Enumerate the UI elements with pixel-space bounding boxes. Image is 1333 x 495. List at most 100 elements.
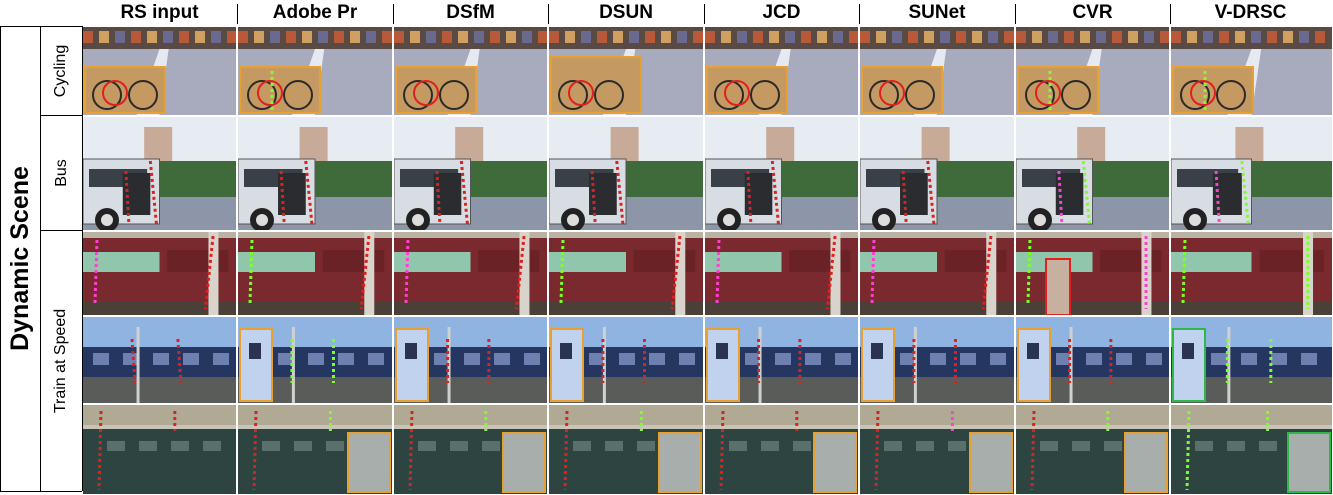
group-label-bottom-border xyxy=(0,491,82,492)
group-label-left-border xyxy=(0,26,1,491)
thumbnail-drawing xyxy=(83,117,236,230)
column-header: Adobe Pr xyxy=(237,2,393,24)
thumbnail-drawing xyxy=(238,317,392,403)
result-thumbnail xyxy=(549,27,703,115)
row-label-text: Cycling xyxy=(52,44,70,97)
thumbnail-drawing xyxy=(705,117,858,230)
thumbnail-drawing xyxy=(394,27,547,115)
thumbnail-drawing xyxy=(1171,232,1332,315)
thumbnail-drawing xyxy=(1171,405,1332,494)
thumbnail-drawing xyxy=(860,405,1014,494)
thumbnail-drawing xyxy=(238,27,392,115)
group-label-text: Dynamic Scene xyxy=(5,166,34,351)
column-separator xyxy=(393,4,394,24)
result-thumbnail xyxy=(1016,117,1169,230)
thumbnail-drawing xyxy=(238,117,392,230)
column-header: DSfM xyxy=(393,2,548,24)
result-thumbnail xyxy=(705,317,858,403)
column-header-label: Adobe Pr xyxy=(272,2,358,23)
thumbnail-drawing xyxy=(1016,117,1169,230)
column-separator xyxy=(859,4,860,24)
thumbnail-drawing xyxy=(1171,117,1332,230)
result-thumbnail xyxy=(238,27,392,115)
column-separator xyxy=(704,4,705,24)
thumbnail-drawing xyxy=(83,317,236,403)
thumbnail-drawing xyxy=(549,232,703,315)
result-thumbnail xyxy=(1016,405,1169,494)
row-label-separator xyxy=(40,230,82,231)
column-header: DSUN xyxy=(548,2,704,24)
column-header-label: RS input xyxy=(120,2,199,23)
result-thumbnail xyxy=(83,27,236,115)
result-thumbnail xyxy=(83,405,236,494)
result-thumbnail xyxy=(705,117,858,230)
result-thumbnail xyxy=(394,27,547,115)
row-label-text: Bus xyxy=(52,159,70,187)
thumbnail-drawing xyxy=(1016,405,1169,494)
thumbnail-drawing xyxy=(83,27,236,115)
thumbnail-drawing xyxy=(1171,317,1332,403)
column-separator xyxy=(1170,4,1171,24)
thumbnail-drawing xyxy=(394,317,547,403)
column-header: SUNet xyxy=(859,2,1015,24)
thumbnail-drawing xyxy=(549,405,703,494)
row-label-separator xyxy=(40,115,82,116)
result-thumbnail xyxy=(1171,117,1332,230)
thumbnail-drawing xyxy=(549,27,703,115)
thumbnail-drawing xyxy=(394,405,547,494)
column-separator xyxy=(237,4,238,24)
thumbnail-drawing xyxy=(549,117,703,230)
result-thumbnail xyxy=(394,232,547,315)
column-header-label: CVR xyxy=(1072,2,1113,23)
result-thumbnail xyxy=(394,117,547,230)
thumbnail-drawing xyxy=(705,405,858,494)
column-header: JCD xyxy=(704,2,859,24)
result-thumbnail xyxy=(549,317,703,403)
thumbnail-drawing xyxy=(860,117,1014,230)
thumbnail-drawing xyxy=(238,405,392,494)
thumbnail-drawing xyxy=(1016,27,1169,115)
result-thumbnail xyxy=(860,405,1014,494)
result-thumbnail xyxy=(1171,27,1332,115)
result-thumbnail xyxy=(1171,317,1332,403)
result-thumbnail xyxy=(83,232,236,315)
thumbnail-drawing xyxy=(860,317,1014,403)
column-header-label: DSUN xyxy=(599,2,653,23)
result-thumbnail xyxy=(860,27,1014,115)
row-label-column-border xyxy=(82,26,83,491)
thumbnail-drawing xyxy=(238,232,392,315)
group-label-border xyxy=(40,26,41,491)
column-header-label: DSfM xyxy=(446,2,495,23)
result-thumbnail xyxy=(705,232,858,315)
row-label-text: Train at Speed xyxy=(52,308,70,414)
result-thumbnail xyxy=(860,232,1014,315)
result-thumbnail xyxy=(238,117,392,230)
thumbnail-drawing xyxy=(860,27,1014,115)
column-header: V-DRSC xyxy=(1170,2,1331,24)
result-thumbnail xyxy=(394,405,547,494)
group-label: Dynamic Scene xyxy=(0,26,40,491)
thumbnail-drawing xyxy=(394,232,547,315)
result-thumbnail xyxy=(549,232,703,315)
thumbnail-drawing xyxy=(705,232,858,315)
row-label-bus: Bus xyxy=(41,116,82,230)
column-separator xyxy=(1015,4,1016,24)
result-thumbnail xyxy=(549,117,703,230)
result-thumbnail xyxy=(705,405,858,494)
column-header: RS input xyxy=(82,2,237,24)
row-label-train-at-speed: Train at Speed xyxy=(41,231,82,491)
column-header-label: SUNet xyxy=(908,2,966,23)
thumbnail-drawing xyxy=(1016,232,1169,315)
result-thumbnail xyxy=(549,405,703,494)
thumbnail-drawing xyxy=(860,232,1014,315)
result-thumbnail xyxy=(83,317,236,403)
result-thumbnail xyxy=(860,117,1014,230)
thumbnail-drawing xyxy=(705,317,858,403)
result-thumbnail xyxy=(238,317,392,403)
result-thumbnail xyxy=(83,117,236,230)
column-header: CVR xyxy=(1015,2,1170,24)
row-label-cycling: Cycling xyxy=(41,26,82,115)
column-separator xyxy=(548,4,549,24)
result-thumbnail xyxy=(238,232,392,315)
